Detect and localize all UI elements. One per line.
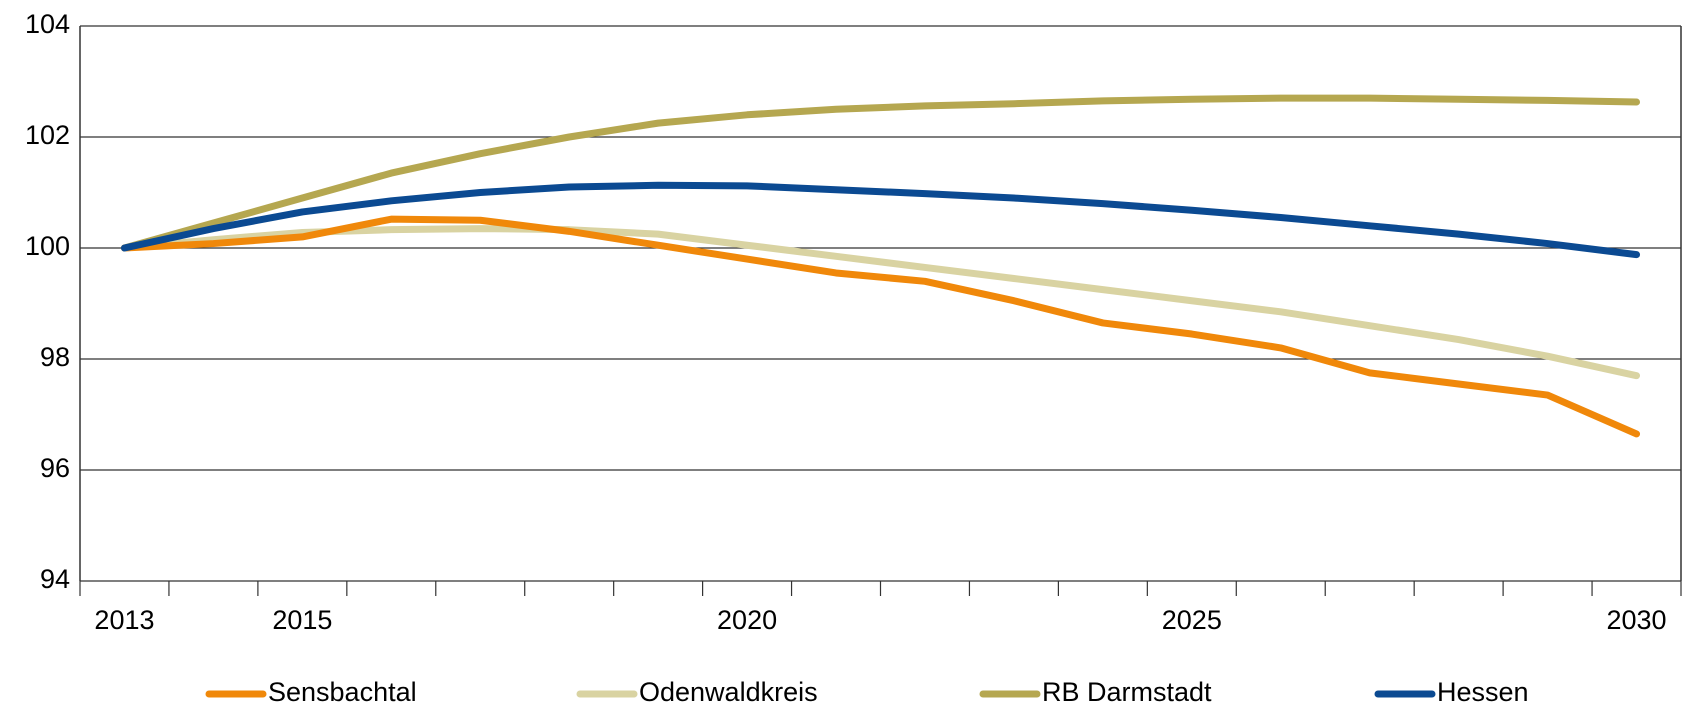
series-line (120, 215, 1641, 438)
legend-label: RB Darmstadt (1042, 677, 1212, 707)
y-tick-label: 94 (40, 564, 70, 594)
series-line (120, 181, 1641, 259)
y-tick-label: 98 (40, 342, 70, 372)
x-tick-label: 2013 (94, 605, 154, 635)
legend-label: Hessen (1437, 677, 1529, 707)
legend-label: Sensbachtal (268, 677, 417, 707)
y-tick-label: 100 (25, 231, 70, 261)
x-tick-label: 2025 (1162, 605, 1222, 635)
series-line (120, 94, 1641, 252)
y-tick-label: 96 (40, 453, 70, 483)
legend-label: Odenwaldkreis (639, 677, 818, 707)
y-tick-label: 102 (25, 120, 70, 150)
x-tick-label: 2020 (717, 605, 777, 635)
series-line (120, 225, 1641, 380)
x-tick-label: 2015 (272, 605, 332, 635)
x-tick-label: 2030 (1606, 605, 1666, 635)
y-tick-label: 104 (25, 9, 70, 39)
